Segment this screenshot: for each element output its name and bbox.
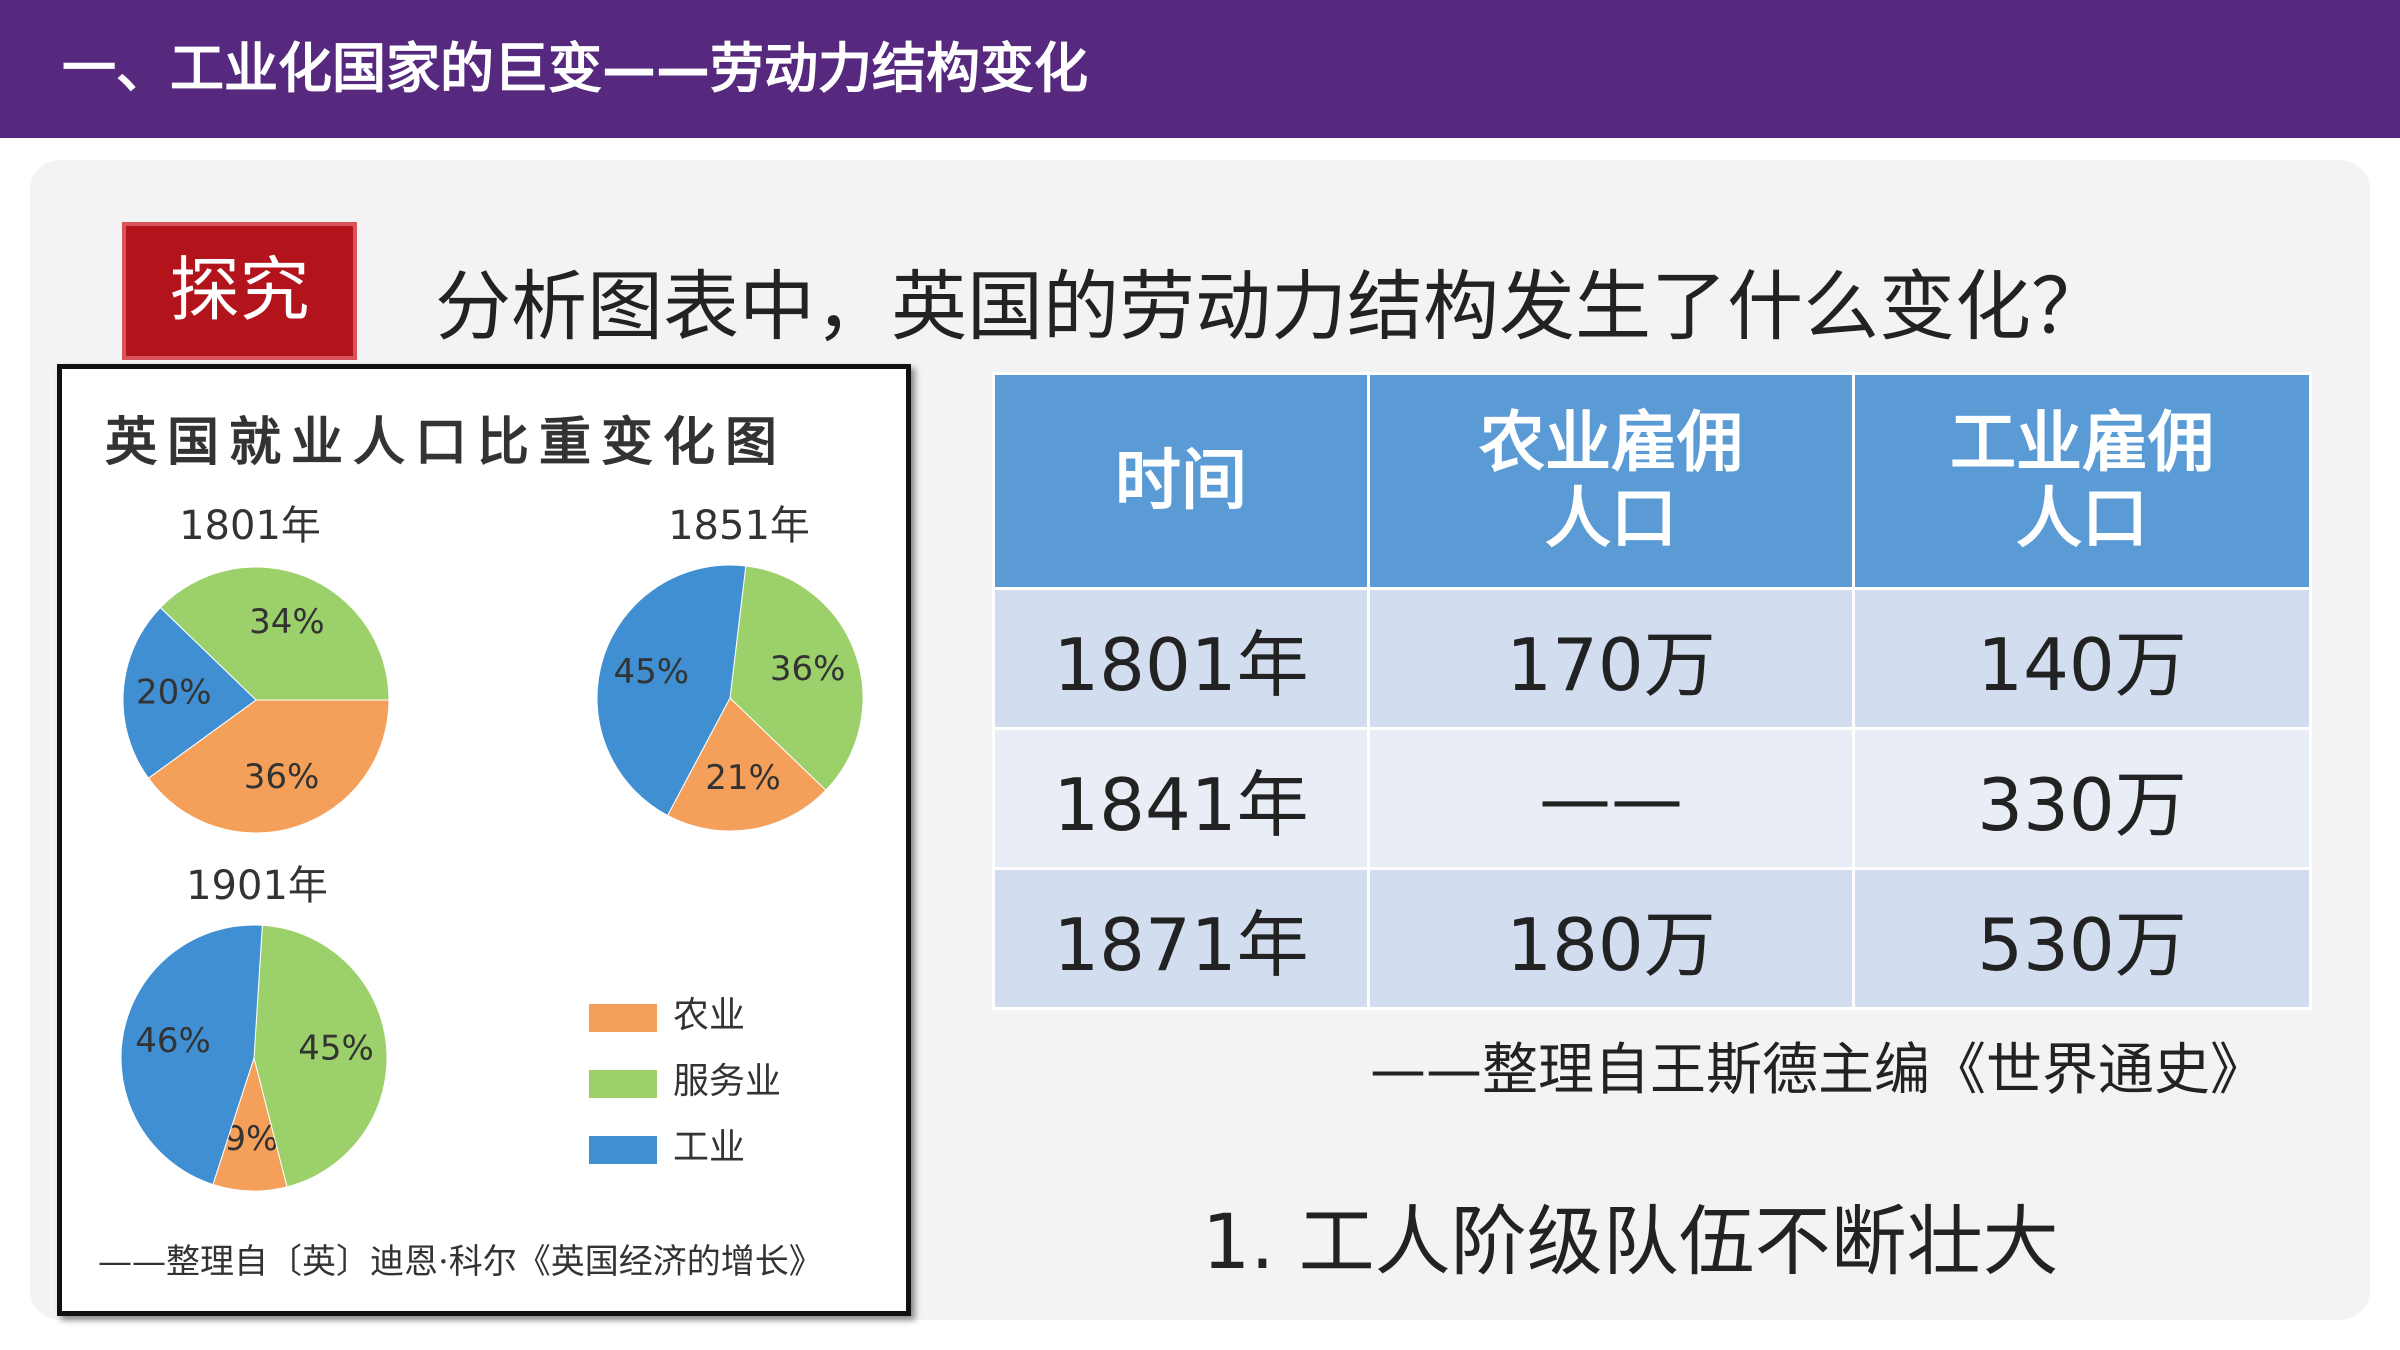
pie-title: 1901年 [186, 863, 328, 909]
data-table: 时间 农业雇佣人口 工业雇佣人口 1801年 170万 140万 1841年 —— 33… [992, 372, 2312, 1010]
figure-source: ——整理自〔英〕迪恩·科尔《英国经济的增长》 [98, 1242, 823, 1282]
slice-label: 45% [614, 652, 690, 692]
pie-slice [122, 606, 257, 779]
header-text: 农业雇佣人口 [1479, 404, 1743, 557]
table-source: ——整理自王斯德主编《世界通史》 [1370, 1038, 2266, 1103]
slice-label: 20% [136, 673, 212, 713]
slice-label: 34% [249, 602, 325, 642]
cell: 180万 [1367, 867, 1855, 1010]
legend-label: 农业 [673, 995, 745, 1036]
pie-title: 1851年 [668, 503, 810, 549]
cell: 170万 [1367, 587, 1855, 730]
header-bar [0, 0, 2400, 138]
legend-label: 工业 [673, 1127, 745, 1168]
slice-label: 45% [298, 1029, 374, 1069]
cell: 1841年 [992, 727, 1370, 870]
legend-label: 服务业 [673, 1061, 781, 1102]
cell: 1801年 [992, 587, 1370, 730]
slice-label: 46% [135, 1021, 211, 1061]
cell: 530万 [1852, 867, 2312, 1010]
pie-slice [120, 924, 263, 1186]
table-row: 1871年 180万 530万 [992, 867, 2312, 1010]
pie-slice [159, 566, 390, 701]
header-cell: 工业雇佣人口 [1852, 372, 2312, 590]
conclusion: 1. 工人阶级队伍不断壮大 [1202, 1197, 2059, 1286]
header-cell: 农业雇佣人口 [1367, 372, 1855, 590]
header-title: 一、工业化国家的巨变——劳动力结构变化 [62, 37, 1088, 100]
pie-slice [147, 699, 390, 834]
cell: 330万 [1852, 727, 2312, 870]
header-text: 时间 [1115, 442, 1247, 520]
table-header: 时间 农业雇佣人口 工业雇佣人口 [992, 372, 2312, 590]
slice-label: 36% [244, 757, 320, 797]
pie-title: 1801年 [179, 503, 321, 549]
table-row: 1801年 170万 140万 [992, 587, 2312, 730]
pie-slice [729, 565, 864, 791]
pie-slice [253, 924, 388, 1188]
legend-swatch [589, 1136, 657, 1164]
slice-label: 21% [705, 758, 781, 798]
figure-title: 英国就业人口比重变化图 [105, 412, 788, 473]
slice-label: 36% [770, 649, 846, 689]
legend-swatch [589, 1004, 657, 1032]
cell: —— [1367, 727, 1855, 870]
question: 分析图表中，英国的劳动力结构发生了什么变化？ [435, 262, 2107, 351]
pie-slice [666, 697, 827, 832]
legend-swatch [589, 1070, 657, 1098]
cell: 1871年 [992, 867, 1370, 1010]
pie-slice [596, 564, 747, 817]
slice-label: 9% [224, 1119, 278, 1159]
header-text: 工业雇佣人口 [1950, 404, 2214, 557]
table-row: 1841年 —— 330万 [992, 727, 2312, 870]
tag: 探究 [122, 222, 357, 360]
header-cell: 时间 [992, 372, 1370, 590]
cell: 140万 [1852, 587, 2312, 730]
